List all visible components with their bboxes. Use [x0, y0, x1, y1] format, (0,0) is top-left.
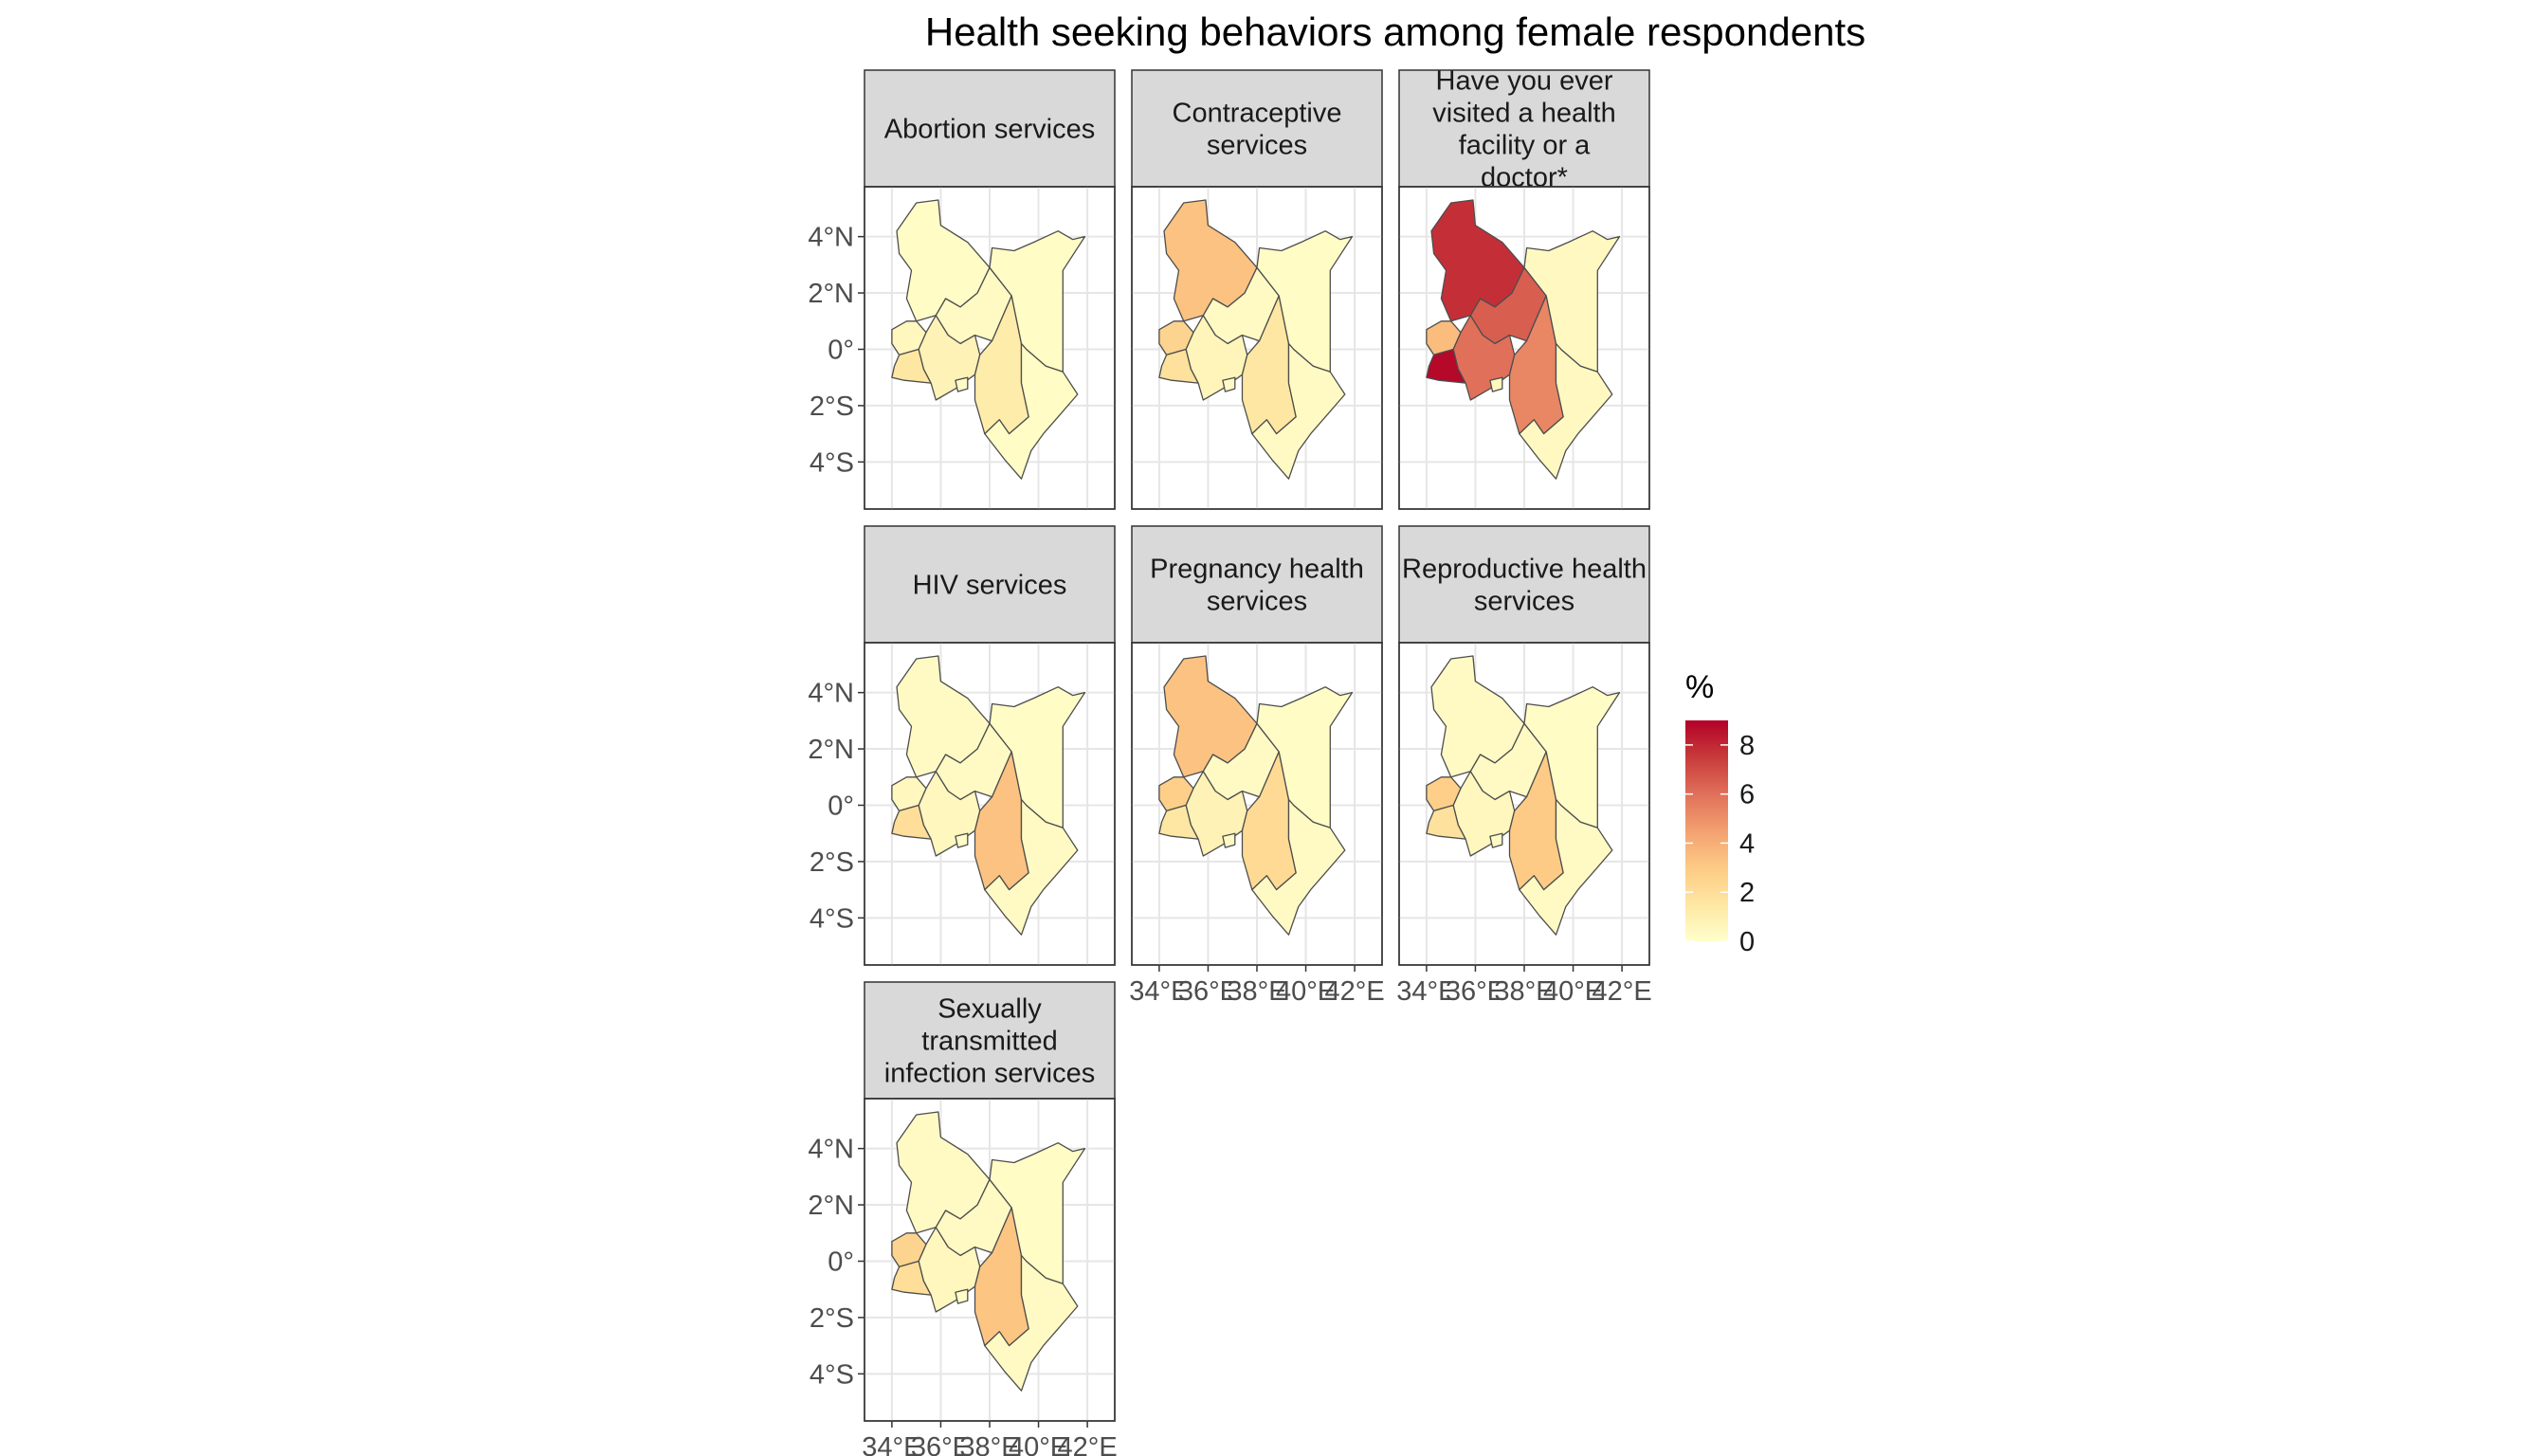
region-coast: [1519, 342, 1613, 480]
lon-tick-label: 42°E: [1325, 976, 1385, 1007]
lon-tick-label: 36°E: [1178, 976, 1238, 1007]
panel-title: Contraceptive services: [1173, 99, 1342, 161]
lat-tick-label: 2°N: [808, 1191, 854, 1221]
panel-frame: [864, 642, 1116, 966]
lon-tick-label: 36°E: [1446, 976, 1505, 1007]
legend-title: %: [1685, 669, 1714, 705]
panel-title: HIV services: [913, 571, 1067, 601]
region-nairobi: [1222, 376, 1236, 392]
panel-frame: [864, 186, 1116, 510]
region-rift: [935, 722, 1012, 801]
region-rift: [935, 1178, 1012, 1257]
legend-tick-label: 0: [1739, 927, 1755, 957]
lat-tick-label: 2°N: [808, 279, 854, 309]
region-nairobi: [1489, 376, 1503, 392]
panel-header: [864, 525, 1116, 644]
lat-tick-label: 4°S: [810, 447, 854, 478]
panel-title: Abortion services: [884, 115, 1095, 145]
panel-header: [1131, 69, 1383, 188]
region-rift: [1202, 266, 1280, 345]
region-coast: [1251, 798, 1346, 936]
map-panel: Have you ever visited a health facility or…: [1398, 66, 1650, 510]
panel-header: [1398, 69, 1650, 188]
region-rift: [1469, 266, 1547, 345]
map-panel: Contraceptive services: [1131, 69, 1383, 510]
lon-tick-label: 38°E: [959, 1432, 1019, 1456]
region-rift: [1202, 722, 1280, 801]
panel-header: [1131, 525, 1383, 644]
region-nairobi: [955, 376, 969, 392]
region-coast: [1251, 342, 1346, 480]
region-rift: [1469, 722, 1547, 801]
lat-tick-label: 2°S: [810, 847, 854, 878]
lat-tick-label: 4°N: [808, 1135, 854, 1165]
lat-tick-label: 4°S: [810, 1359, 854, 1390]
panel-title: Have you ever visited a health facility or…: [1432, 66, 1615, 193]
region-nairobi: [1222, 832, 1236, 848]
map-panel: HIV services 4°N 2°N 0° 2°S 4°S: [808, 525, 1116, 966]
region-coast: [1519, 798, 1613, 936]
region-coast: [984, 798, 1079, 936]
lon-tick-label: 40°E: [1543, 976, 1603, 1007]
lat-tick-label: 4°N: [808, 223, 854, 253]
legend-tick-label: 6: [1739, 780, 1755, 810]
map-panel: Sexually transmitted infection services 4°N…: [808, 981, 1118, 1456]
legend-colorbar: [1685, 720, 1728, 941]
region-coast: [984, 342, 1079, 480]
map-panels: Abortion services 4°N 2°N 0° 2°S 4°S Contracep…: [808, 66, 1652, 1456]
lat-tick-label: 2°S: [810, 1303, 854, 1334]
lon-tick-label: 36°E: [911, 1432, 971, 1456]
region-nairobi: [955, 1288, 969, 1304]
legend: % 0 2 4 6 8: [1685, 669, 1755, 957]
panel-header: [1398, 525, 1650, 644]
lon-tick-label: 42°E: [1592, 976, 1652, 1007]
lon-tick-label: 40°E: [1276, 976, 1336, 1007]
panel-header: [864, 69, 1116, 188]
panel-title: Reproductive health services: [1402, 555, 1647, 617]
region-nairobi: [1489, 832, 1503, 848]
legend-tick-label: 2: [1739, 878, 1755, 908]
lon-tick-label: 34°E: [1396, 976, 1456, 1007]
lat-tick-label: 0°: [828, 791, 854, 821]
panel-header: [864, 981, 1116, 1100]
lat-tick-label: 0°: [828, 335, 854, 365]
map-panel: Pregnancy health services 34°E36°E38°E40°E…: [1129, 525, 1385, 1007]
lat-tick-label: 4°N: [808, 679, 854, 709]
lon-tick-label: 34°E: [1129, 976, 1189, 1007]
legend-tick-label: 8: [1739, 731, 1755, 761]
lon-tick-label: 42°E: [1058, 1432, 1118, 1456]
lon-tick-label: 34°E: [862, 1432, 921, 1456]
lon-tick-label: 40°E: [1009, 1432, 1068, 1456]
region-rift: [935, 266, 1012, 345]
panel-frame: [1131, 186, 1383, 510]
panel-title: Sexually transmitted infection services: [884, 994, 1095, 1089]
lat-tick-label: 4°S: [810, 903, 854, 934]
region-nairobi: [955, 832, 969, 848]
legend-tick-label: 4: [1739, 828, 1755, 859]
figure-title: Health seeking behaviors among female re…: [925, 9, 1866, 54]
lon-tick-label: 38°E: [1227, 976, 1286, 1007]
lat-tick-label: 0°: [828, 1247, 854, 1277]
lat-tick-label: 2°S: [810, 391, 854, 422]
lon-tick-label: 38°E: [1494, 976, 1554, 1007]
panel-frame: [1398, 186, 1650, 510]
panel-title: Pregnancy health services: [1150, 555, 1364, 617]
lat-tick-label: 2°N: [808, 735, 854, 765]
map-panel: Abortion services 4°N 2°N 0° 2°S 4°S: [808, 69, 1116, 510]
region-coast: [984, 1254, 1079, 1392]
map-panel: Reproductive health services34°E36°E38°E4…: [1396, 525, 1652, 1007]
